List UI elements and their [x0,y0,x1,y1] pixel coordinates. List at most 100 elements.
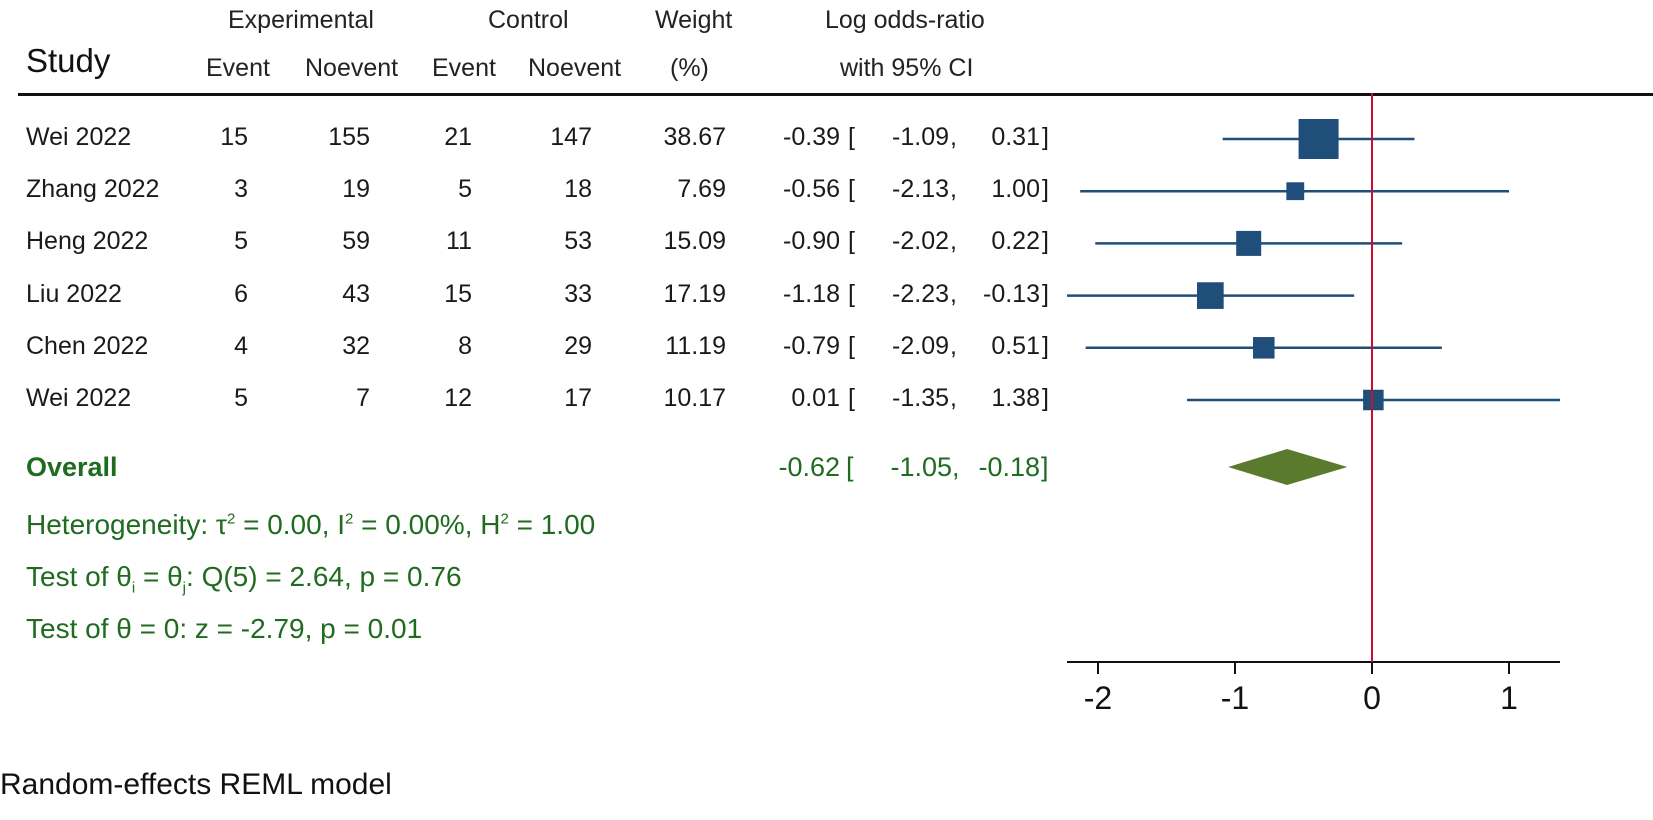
ctl-event: 21 [444,123,472,151]
bracket-close: ] [1042,384,1049,412]
ci-upper: 0.51 [991,331,1040,360]
study-name: Chen 2022 [26,331,149,360]
effect-square [1363,389,1384,411]
comma: , [950,175,957,204]
study-name: Zhang 2022 [26,175,160,204]
ci-lower: -1.35 [892,384,949,412]
ctl-event: 5 [458,175,472,204]
ci-upper: 1.00 [991,175,1040,204]
exp-event: 5 [234,227,248,256]
weight: 11.19 [665,331,726,360]
ctl-noevent: 33 [564,279,592,308]
ctl-event: 8 [458,331,472,360]
study-name: Heng 2022 [26,227,149,256]
bracket-close: ] [1042,123,1049,151]
x-tick-label: 0 [1363,680,1381,716]
weight: 7.69 [677,175,726,204]
exp-noevent: 155 [328,123,370,151]
header-study: Study [26,42,111,79]
ci-upper: 1.38 [991,384,1040,412]
model-caption: Random-effects REML model [0,768,392,801]
ctl-noevent: 17 [564,384,592,412]
ci-upper: -0.13 [983,279,1040,308]
weight: 17.19 [663,279,726,308]
header-experimental: Experimental [228,6,374,34]
x-tick-label: -2 [1084,680,1112,716]
bracket-open: [ [848,331,855,360]
bracket-open: [ [848,279,855,308]
effect-square [1197,282,1224,309]
exp-noevent: 7 [356,384,370,412]
header-exp-event: Event [206,54,270,82]
comma: , [950,384,957,412]
bracket-close: ] [1042,331,1049,360]
estimate: -1.18 [783,279,840,308]
estimate: 0.01 [791,384,840,412]
ci-upper: 0.31 [991,123,1040,151]
effect-square [1236,230,1262,256]
comma: , [950,227,957,256]
ci-lower: -1.09 [892,123,949,151]
ci-lower: -2.23 [892,279,949,308]
header-effect-ci: with 95% CI [840,54,974,82]
header-exp-noevent: Noevent [305,54,399,82]
estimate: -0.39 [783,123,840,151]
exp-event: 4 [234,331,248,360]
x-tick-label: 1 [1500,680,1518,716]
header-ctl-event: Event [432,54,496,82]
ctl-event: 15 [444,279,472,308]
overall-effect-test: Test of θ = 0: z = -2.79, p = 0.01 [26,613,423,644]
ctl-noevent: 53 [564,227,592,256]
exp-event: 6 [234,279,248,308]
exp-event: 3 [234,175,248,204]
exp-noevent: 43 [342,279,370,308]
overall-lower: -1.05 [890,452,952,482]
comma: , [950,279,957,308]
bracket-open: [ [848,123,855,151]
study-name: Wei 2022 [26,384,132,412]
bracket-close: ] [1042,227,1049,256]
weight: 10.17 [663,384,726,412]
effect-square [1298,119,1339,159]
estimate: -0.90 [783,227,840,256]
header-control: Control [488,6,569,34]
homogeneity-test: Test of θi = θj: Q(5) = 2.64, p = 0.76 [26,561,462,597]
estimate: -0.56 [783,175,840,204]
header-weight: Weight [655,6,733,34]
bracket-close: ] [1042,175,1049,204]
overall-comma: , [952,452,960,482]
bracket-open: [ [848,384,855,412]
ci-lower: -2.13 [892,175,949,204]
ctl-noevent: 29 [564,331,592,360]
ci-upper: 0.22 [991,227,1040,256]
study-name: Wei 2022 [26,123,132,151]
heterogeneity-stat: Heterogeneity: τ2 = 0.00, I2 = 0.00%, H2… [26,509,596,540]
effect-square [1286,182,1305,201]
estimate: -0.79 [783,331,840,360]
ctl-noevent: 147 [550,123,592,151]
overall-bracket-open: [ [846,452,854,482]
overall-label: Overall [26,452,118,482]
overall-estimate: -0.62 [778,452,840,482]
ctl-noevent: 18 [564,175,592,204]
header-effect: Log odds-ratio [825,6,985,34]
header-weight-unit: (%) [670,54,709,82]
ci-lower: -2.02 [892,227,949,256]
header-ctl-noevent: Noevent [528,54,622,82]
overall-diamond [1228,449,1348,485]
ctl-event: 12 [444,384,472,412]
bracket-close: ] [1042,279,1049,308]
exp-noevent: 59 [342,227,370,256]
bracket-open: [ [848,175,855,204]
exp-noevent: 19 [342,175,370,204]
x-tick-label: -1 [1221,680,1249,716]
study-name: Liu 2022 [26,279,122,308]
weight: 38.67 [663,123,726,151]
exp-noevent: 32 [342,331,370,360]
effect-square [1253,337,1275,359]
exp-event: 15 [220,123,248,151]
overall-bracket-close: ] [1041,452,1049,482]
weight: 15.09 [663,227,726,256]
header-rule [18,93,1653,96]
ctl-event: 11 [446,227,472,256]
